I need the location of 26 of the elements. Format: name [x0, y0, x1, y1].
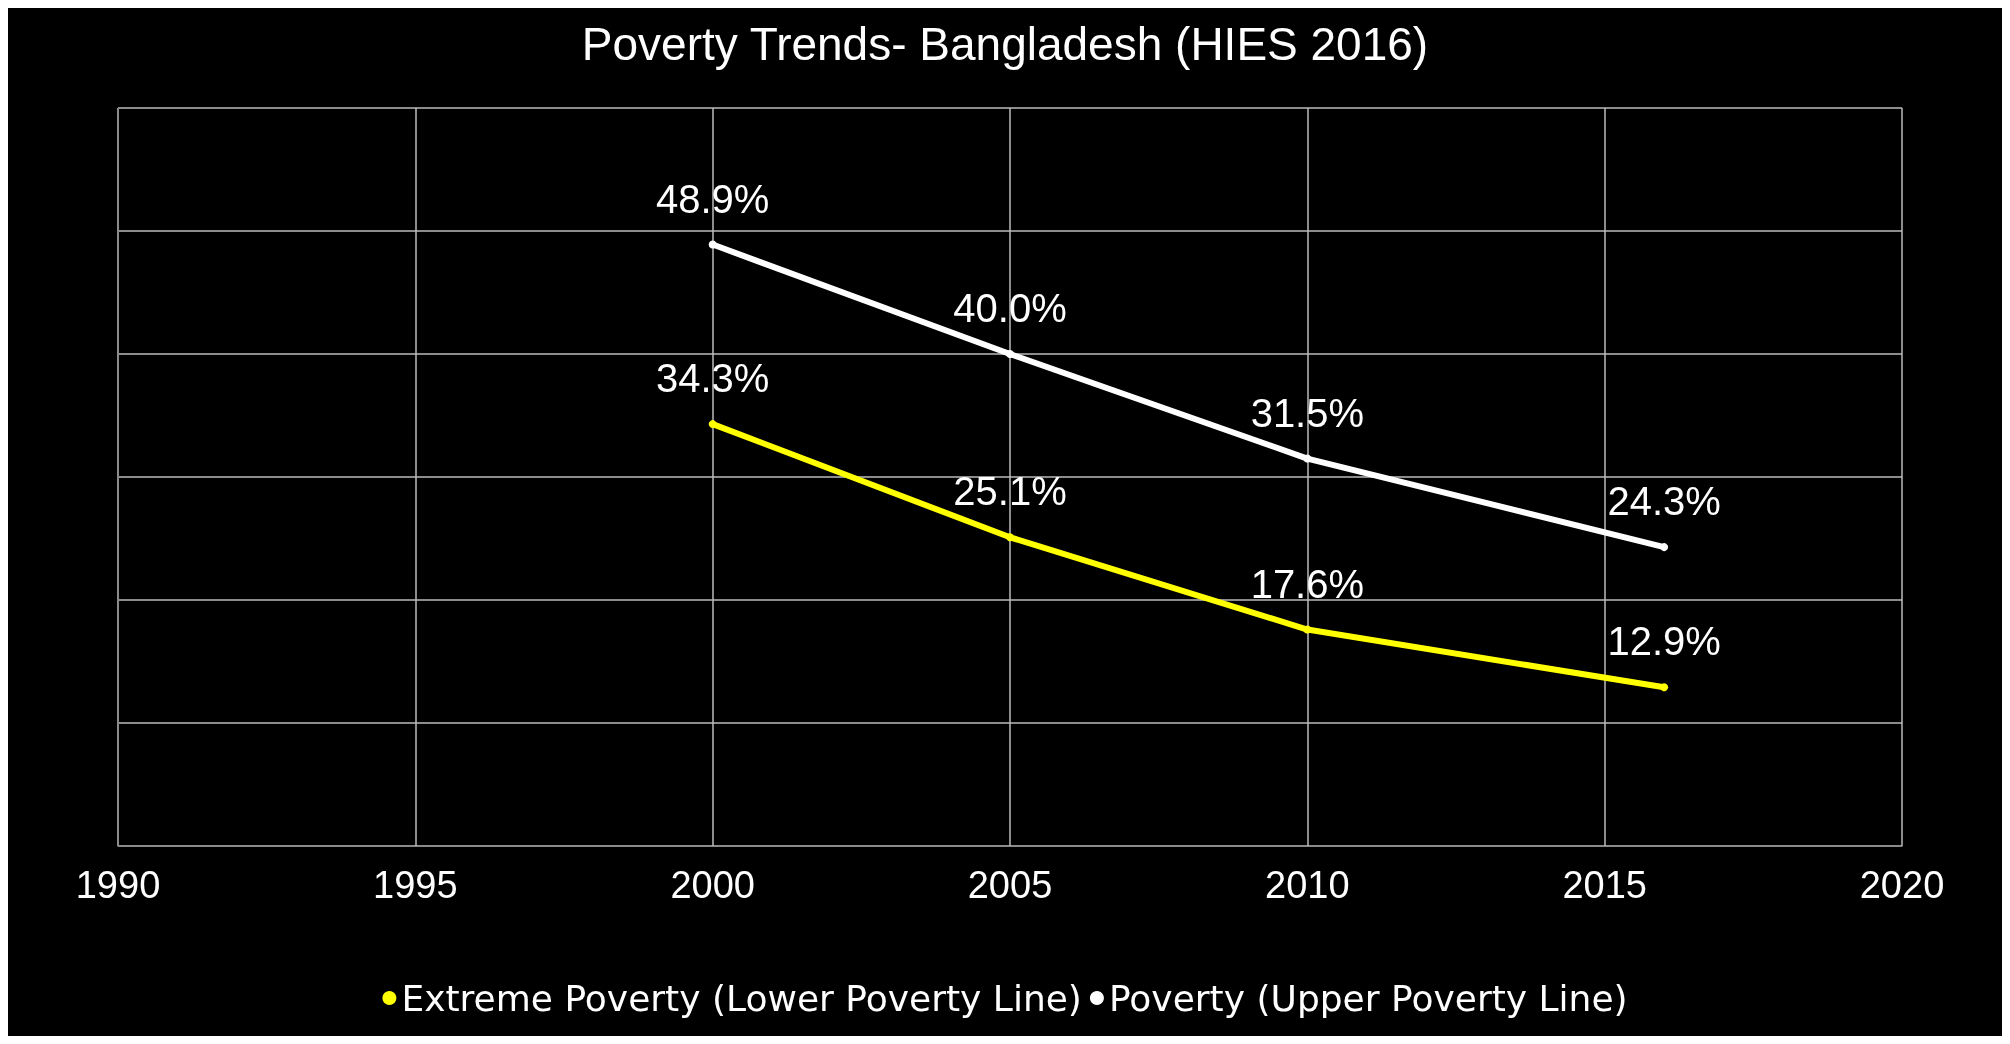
- data-label: 12.9%: [1607, 619, 1721, 664]
- point: [1006, 533, 1014, 542]
- legend-label: Extreme Poverty (Lower Poverty Line): [401, 977, 1082, 1019]
- data-label: 17.6%: [1250, 561, 1365, 606]
- x-tick-label: 2000: [670, 864, 755, 906]
- data-label: 25.1%: [953, 469, 1067, 514]
- data-label: 24.3%: [1607, 479, 1721, 524]
- legend-label: Poverty (Upper Poverty Line): [1108, 977, 1628, 1019]
- point: [1303, 625, 1312, 634]
- data-label: 34.3%: [655, 356, 770, 401]
- point: [1660, 543, 1669, 552]
- point: [708, 240, 717, 249]
- point: [1006, 350, 1014, 358]
- x-tick-label: 1990: [75, 864, 161, 906]
- data-label: 31.5%: [1250, 390, 1365, 435]
- data-label: 40.0%: [953, 286, 1067, 330]
- x-tick-label: 1995: [373, 864, 458, 906]
- chart-title: Poverty Trends- Bangladesh (HIES 2016): [581, 18, 1429, 70]
- x-tick-label: 2005: [967, 864, 1053, 906]
- data-label: 48.9%: [655, 176, 770, 221]
- x-tick-label: 2010: [1265, 864, 1350, 906]
- x-tick-label: 2020: [1859, 864, 1945, 906]
- point: [1660, 683, 1669, 692]
- x-tick-label: 2015: [1562, 864, 1647, 906]
- point: [1303, 454, 1312, 463]
- point: [708, 420, 717, 429]
